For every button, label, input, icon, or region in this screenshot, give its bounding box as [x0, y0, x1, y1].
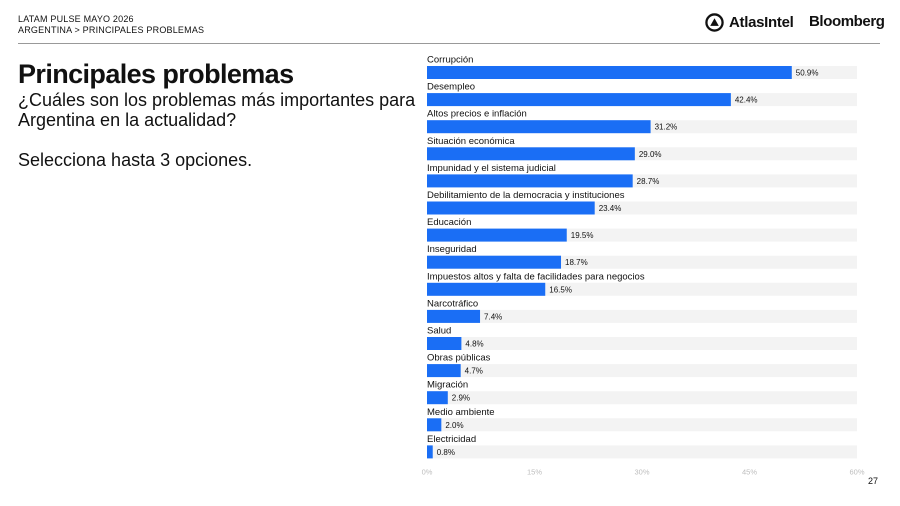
- x-tick-label: 30%: [634, 468, 649, 477]
- value-label: 16.5%: [549, 285, 572, 294]
- category-label: Salud: [427, 326, 451, 337]
- value-label: 4.8%: [465, 340, 483, 349]
- x-tick-label: 60%: [849, 468, 864, 477]
- value-label: 18.7%: [565, 258, 588, 267]
- category-label: Narcotráfico: [427, 298, 478, 309]
- x-tick-label: 45%: [742, 468, 757, 477]
- bar: [427, 93, 731, 107]
- value-label: 31.2%: [655, 123, 678, 132]
- bloomberg-logo: Bloomberg: [809, 13, 885, 30]
- bar-track: [427, 309, 857, 323]
- bar-track: [427, 391, 857, 405]
- header-survey-title: LATAM PULSE MAYO 2026: [18, 14, 134, 24]
- category-label: Debilitamiento de la democracia y instit…: [427, 190, 625, 201]
- category-label: Corrupción: [427, 55, 473, 66]
- bar: [427, 120, 651, 134]
- bar: [427, 66, 792, 79]
- atlasintel-logo: AtlasIntel: [705, 12, 794, 32]
- value-label: 29.0%: [639, 150, 662, 159]
- category-label: Impunidad y el sistema judicial: [427, 163, 556, 174]
- bar-track: [427, 445, 857, 459]
- bar: [427, 337, 462, 350]
- category-label: Electricidad: [427, 434, 476, 445]
- value-label: 4.7%: [465, 367, 483, 376]
- bar: [427, 418, 442, 432]
- x-tick-label: 15%: [527, 468, 542, 477]
- bar: [427, 364, 461, 378]
- page-title: Principales problemas: [18, 59, 294, 89]
- bar: [427, 174, 633, 188]
- header-divider: [18, 43, 880, 44]
- bar: [427, 282, 546, 296]
- bar: [427, 445, 433, 459]
- bar: [427, 228, 567, 242]
- bar: [427, 147, 635, 161]
- bar: [427, 255, 562, 269]
- bar-track: [427, 337, 857, 350]
- atlasintel-logo-text: AtlasIntel: [729, 13, 794, 31]
- value-label: 0.8%: [437, 448, 455, 457]
- category-label: Medio ambiente: [427, 407, 495, 418]
- atlasintel-logo-icon: [705, 12, 724, 32]
- value-label: 19.5%: [571, 231, 594, 240]
- category-label: Altos precios e inflación: [427, 109, 527, 120]
- category-label: Desempleo: [427, 82, 475, 93]
- bar-track: [427, 364, 857, 378]
- bar: [427, 309, 481, 323]
- value-label: 7.4%: [484, 312, 502, 321]
- survey-question: ¿Cuáles son los problemas más importante…: [18, 90, 416, 130]
- value-label: 23.4%: [599, 204, 622, 213]
- value-label: 2.9%: [452, 394, 470, 403]
- value-label: 28.7%: [637, 177, 660, 186]
- category-label: Educación: [427, 217, 471, 228]
- value-label: 42.4%: [735, 96, 758, 105]
- category-label: Migración: [427, 380, 468, 391]
- x-tick-label: 0%: [422, 468, 433, 477]
- category-label: Inseguridad: [427, 244, 477, 255]
- category-label: Obras públicas: [427, 353, 491, 364]
- header-breadcrumb: ARGENTINA > PRINCIPALES PROBLEMAS: [18, 25, 205, 35]
- category-label: Impuestos altos y falta de facilidades p…: [427, 271, 645, 282]
- bar-track: [427, 418, 857, 432]
- survey-instruction: Selecciona hasta 3 opciones.: [18, 150, 253, 170]
- value-label: 2.0%: [445, 421, 463, 430]
- bar: [427, 201, 595, 215]
- value-label: 50.9%: [796, 69, 819, 78]
- page-number: 27: [868, 476, 879, 486]
- category-label: Situación económica: [427, 136, 515, 147]
- bar: [427, 391, 448, 405]
